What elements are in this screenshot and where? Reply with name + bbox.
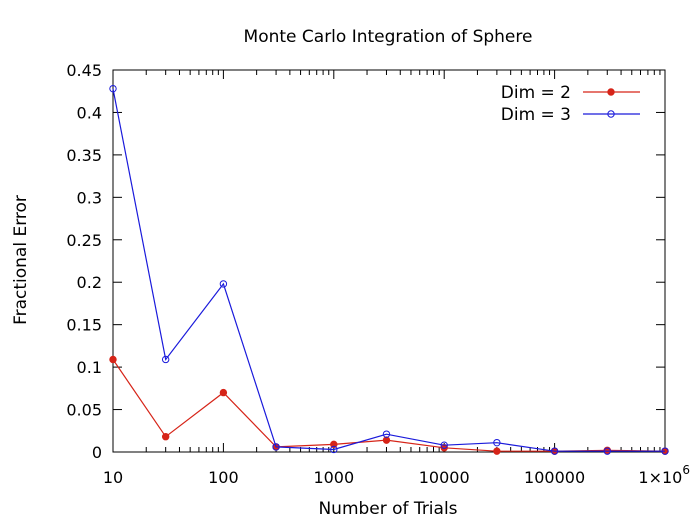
y-tick-label: 0 — [92, 443, 102, 462]
x-tick-label: 100000 — [524, 468, 585, 487]
series-point-dim-2 — [330, 440, 338, 449]
x-tick-label-text: 1×10 — [638, 468, 682, 487]
series-point-dim-3 — [161, 355, 170, 364]
legend-label: Dim = 3 — [501, 105, 571, 125]
y-tick-label: 0.15 — [66, 316, 102, 335]
series-point-dim-2 — [440, 444, 448, 452]
series-point-dim-3 — [440, 441, 448, 449]
x-tick-label-text: 100 — [208, 468, 239, 487]
series-point-dim-3 — [382, 430, 391, 438]
x-axis-title: Number of Trials — [318, 499, 457, 519]
series-line-dim-3 — [112, 88, 665, 452]
x-tick-label-exponent: 6 — [682, 463, 690, 477]
series-point-dim-3 — [493, 438, 501, 447]
x-tick-label: 1×106 — [638, 463, 690, 487]
y-tick-label: 0.4 — [77, 103, 102, 122]
plot-area: 0 0.05 0.1 0.15 0.2 0.25 0.3 0.35 0.4 0.45 10 100 10… — [66, 61, 690, 487]
y-tick-label: 0.2 — [77, 273, 102, 292]
y-tick-label: 0.1 — [77, 358, 102, 377]
x-tick-label: 1000 — [313, 468, 354, 487]
legend-marker — [607, 110, 615, 118]
x-tick-label-text: 1000 — [313, 468, 354, 487]
series-point-dim-2 — [219, 388, 228, 397]
x-tick-label: 10000 — [419, 468, 470, 487]
y-axis-title: Fractional Error — [11, 195, 31, 325]
y-tick-label: 0.45 — [66, 61, 102, 80]
series-point-dim-3 — [109, 84, 117, 93]
series-point-dim-3 — [550, 447, 559, 455]
plot-frame — [112, 69, 666, 453]
x-tick-label-text: 10000 — [419, 468, 470, 487]
y-tick-label: 0.3 — [77, 188, 102, 207]
x-tick-label: 100 — [208, 468, 239, 487]
x-tick-label: 10 — [103, 468, 123, 487]
series-point-dim-3 — [219, 280, 228, 288]
x-tick-label-text: 100000 — [524, 468, 585, 487]
series-point-dim-2 — [161, 433, 170, 441]
y-tick-label: 0.05 — [66, 401, 102, 420]
chart-title: Monte Carlo Integration of Sphere — [244, 27, 533, 47]
series-point-dim-3 — [661, 447, 669, 455]
y-tick-label: 0.25 — [66, 231, 102, 250]
series-point-dim-3 — [330, 445, 338, 454]
series-point-dim-3 — [272, 443, 280, 451]
series-point-dim-3 — [603, 447, 611, 455]
series-point-dim-2 — [382, 436, 391, 444]
series-point-dim-2 — [493, 447, 501, 455]
legend-label: Dim = 2 — [501, 83, 571, 103]
series-point-dim-2 — [109, 355, 117, 364]
y-tick-label: 0.35 — [66, 146, 102, 165]
x-tick-label-text: 10 — [103, 468, 123, 487]
legend-marker — [607, 88, 615, 96]
